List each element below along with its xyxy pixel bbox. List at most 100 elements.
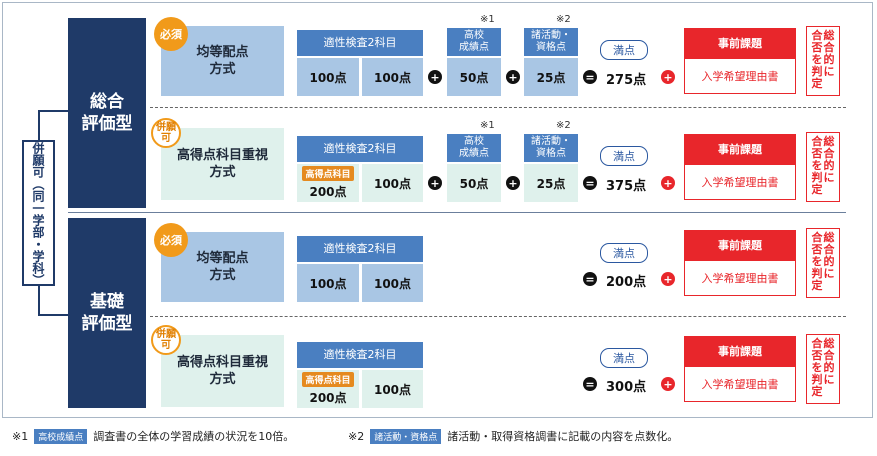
task-header-row1: 事前課題 [684,28,796,58]
score1-row2: 高得点科目 200点 [297,164,359,202]
score1-row4: 高得点科目 200点 [297,370,359,408]
qual-header-row2-line2: 資格点 [536,148,566,159]
connector-bottom [38,314,68,316]
judge-char: 定 [811,183,823,196]
judge-row4: 総合的に合否を判定 [806,334,840,404]
score2-row4: 100点 [362,370,423,408]
total-row3: 200点 [606,275,647,290]
plus-icon: + [506,70,520,84]
judge-char: 定 [811,385,823,398]
qual-score-row2: 25点 [524,164,578,202]
judge-char: 合 [811,135,823,148]
method-row1-line2: 方式 [209,62,236,77]
judge-char: 合 [811,29,823,42]
judge-char: 合 [823,41,835,54]
plus-icon: + [661,272,675,286]
score2-row1: 100点 [362,58,423,96]
judge-char: 合 [811,231,823,244]
plus-icon: + [661,176,675,190]
judge-char: 総 [823,135,835,148]
qual-header-row2: 諸活動・ 資格点 [524,134,578,162]
judge-char: 的 [823,159,835,172]
equals-icon: = [583,70,597,84]
judge-col1: 総合的に [824,136,835,201]
method-row4-line1: 高得点科目重視 [176,355,268,370]
judge-char: を [811,255,823,268]
category-sogo-line2: 評価型 [81,114,133,134]
subject-header-row4: 適性検査2科目 [297,342,423,368]
plus-icon: + [661,377,675,391]
qual-header-row1-line2: 資格点 [536,42,566,53]
row-divider-1 [150,107,846,108]
score2-row3: 100点 [362,264,423,302]
footnote-2-mark: ※2 [348,429,365,443]
equals-icon: = [583,176,597,190]
outer-frame [2,2,873,418]
task-header-row4: 事前課題 [684,336,796,366]
qual-header-row1-line1: 諸活動・ [531,30,571,41]
judge-char: 定 [811,77,823,90]
judge-char: 否 [811,41,823,54]
badge-row4: 併願可 [151,325,181,355]
category-sogo: 総合 評価型 [68,18,146,208]
task-body-row1: 入学希望理由書 [684,58,796,94]
method-row4-line2: 方式 [209,372,236,387]
judge-char: 的 [823,361,835,374]
badge-row3: 必須 [154,223,188,257]
method-row2-line2: 方式 [209,165,236,180]
judge-char: 判 [811,267,823,280]
method-row2-line1: 高得点科目重視 [176,148,268,163]
method-row3-line1: 均等配点 [196,251,249,266]
judge-row1: 総合的に合否を判定 [806,26,840,96]
method-row2: 高得点科目重視 方式 [161,128,284,200]
judge-char: 総 [823,231,835,244]
judge-char: を [811,361,823,374]
category-divider [68,212,846,213]
grades-header-row1: 高校 成績点 [447,28,501,56]
judge-char: 判 [811,171,823,184]
judge-char: 的 [823,255,835,268]
judge-col1: 総合的に [824,232,835,297]
judge-char: に [823,171,835,184]
judge-char: 否 [811,349,823,362]
qual-header-row2-line1: 諸活動・ [531,136,571,147]
grades-header-row2: 高校 成績点 [447,134,501,162]
judge-char: を [811,159,823,172]
judge-char: 定 [811,279,823,292]
grades-score-row2: 50点 [447,164,501,202]
grades-header-row1-line1: 高校 [464,30,484,41]
judge-char: 的 [823,53,835,66]
grades-score-row1: 50点 [447,58,501,96]
judge-char: 合 [823,147,835,160]
task-header-row2: 事前課題 [684,134,796,164]
judge-col2: 合否を判定 [812,30,823,95]
footnote-1-mark: ※1 [12,429,29,443]
judge-char: 合 [823,243,835,256]
total-row1: 275点 [606,73,647,88]
score1-row1: 100点 [297,58,359,96]
full-score-label-row4: 満点 [600,348,648,368]
judge-char: を [811,53,823,66]
high-score-tag-row2: 高得点科目 [302,166,354,181]
judge-row3: 総合的に合否を判定 [806,228,840,298]
row-divider-2 [150,316,846,317]
badge-row1: 必須 [154,17,188,51]
badge-row2: 併願可 [151,118,181,148]
plus-icon: + [428,176,442,190]
judge-row2: 総合的に合否を判定 [806,132,840,202]
subject-header-row1: 適性検査2科目 [297,30,423,56]
full-score-label-row3: 満点 [600,243,648,263]
footnote-1-text: 調査書の全体の学習成績の状況を10倍。 [93,430,295,443]
judge-char: 判 [811,65,823,78]
category-sogo-line1: 総合 [90,92,124,112]
total-row2: 375点 [606,179,647,194]
score1-value-row4: 200点 [309,391,347,405]
task-body-row4: 入学希望理由書 [684,366,796,402]
full-score-label-row1: 満点 [600,40,648,60]
score1-value-row2: 200点 [309,185,347,199]
task-body-row2: 入学希望理由書 [684,164,796,200]
note2-row2: ※2 [556,120,571,131]
footnote-2-tag: 諸活動・資格点 [370,428,442,444]
judge-char: 合 [811,337,823,350]
grades-header-row2-line2: 成績点 [459,148,489,159]
